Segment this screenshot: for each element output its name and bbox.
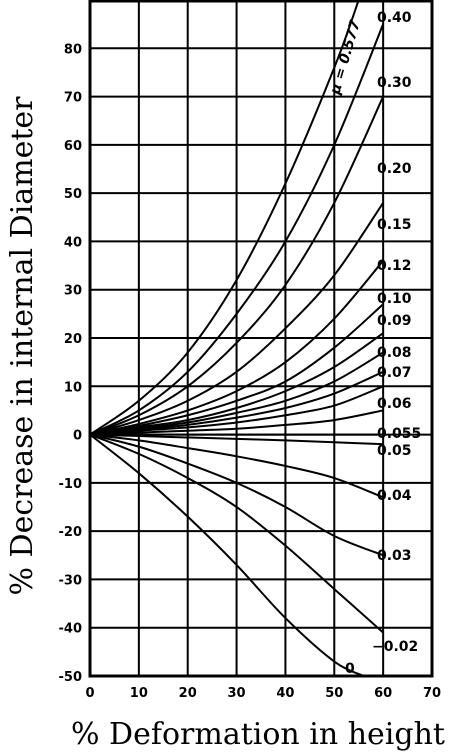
y-tick-label: -50 (59, 670, 83, 685)
curve-labels: μ = 0.5770.400.300.200.150.120.100.090.0… (327, 10, 421, 677)
y-tick-label: 70 (64, 91, 82, 106)
curve-label: −0.02 (372, 639, 418, 655)
curve-label: 0.40 (377, 10, 412, 26)
y-tick-label: -10 (59, 477, 83, 492)
curve-line (89, 96, 385, 436)
y-tick-label: 50 (64, 187, 82, 202)
y-tick-label: 80 (64, 42, 82, 57)
curve-line (89, 303, 384, 436)
curve-line (89, 0, 360, 436)
curve-label: 0.06 (377, 396, 412, 412)
curve-label: 0.03 (377, 548, 412, 564)
curve-label: 0.15 (377, 217, 412, 233)
curve-label: 0.05 (377, 443, 412, 459)
curve-label: 0.055 (377, 426, 421, 442)
curve-label: 0.09 (377, 313, 412, 329)
curve-label: 0.10 (377, 291, 412, 307)
curve-line (89, 202, 384, 436)
curve-line (89, 433, 384, 557)
curve-line (89, 385, 384, 436)
x-tick-label: 40 (276, 686, 294, 701)
tick-labels: 0 10 20 30 40 50 60 70 80 70 60 50 40 30 20 10 0 -10 -20 -3… (59, 42, 442, 701)
curve-line (89, 433, 384, 446)
y-tick-label: 40 (64, 235, 82, 250)
y-tick-label: -40 (59, 622, 83, 637)
y-axis-title: % Decrease in internal Diameter (5, 96, 40, 596)
x-axis-title: % Deformation in height (71, 717, 445, 752)
curve-line (89, 332, 384, 436)
curve-label: 0.12 (377, 258, 412, 274)
curve-label: 0.07 (377, 365, 412, 381)
origin-point (101, 431, 108, 438)
y-tick-label: 60 (64, 139, 82, 154)
x-tick-label: 60 (374, 686, 392, 701)
y-tick-label: 20 (64, 332, 82, 347)
curve-label: 0.08 (377, 345, 412, 361)
x-tick-label: 20 (179, 686, 197, 701)
curve-line (89, 23, 385, 436)
y-tick-label: -30 (59, 573, 83, 588)
x-tick-label: 70 (423, 686, 441, 701)
curve-line (89, 433, 384, 634)
y-tick-label: 0 (73, 429, 82, 444)
x-tick-label: 0 (85, 686, 94, 701)
y-tick-label: -20 (59, 525, 83, 540)
x-tick-label: 30 (228, 686, 246, 701)
y-tick-label: 30 (64, 284, 82, 299)
curve-label: 0.04 (377, 488, 412, 504)
curve-line (89, 433, 384, 499)
x-tick-label: 10 (130, 686, 148, 701)
curve-label: 0.30 (377, 75, 412, 91)
curve-label: 0 (345, 661, 355, 677)
plot-frame (88, 0, 434, 678)
y-tick-label: 10 (64, 380, 82, 395)
curve-line (89, 409, 384, 436)
x-tick-label: 50 (325, 686, 343, 701)
curve-line (89, 433, 365, 677)
curves (89, 0, 385, 677)
curve-line (89, 260, 384, 436)
curve-label: 0.20 (377, 161, 412, 177)
